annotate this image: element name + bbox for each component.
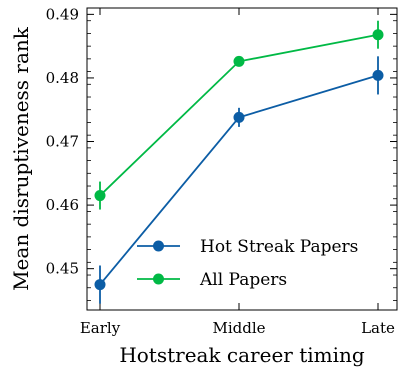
x-tick-label: Middle	[212, 319, 265, 337]
legend-label: Hot Streak Papers	[200, 237, 358, 257]
x-tick-label: Early	[80, 319, 121, 337]
series-0	[94, 56, 384, 304]
y-tick-label: 0.49	[46, 5, 79, 23]
data-point	[233, 55, 245, 67]
data-point	[372, 29, 384, 41]
y-tick-label: 0.46	[46, 196, 79, 214]
legend-marker	[153, 240, 164, 252]
legend-entry: Hot Streak Papers	[137, 237, 358, 257]
x-axis-label: Hotstreak career timing	[119, 343, 365, 367]
data-point	[233, 111, 245, 123]
axes-frame	[86, 7, 398, 311]
plot-area	[86, 7, 398, 311]
data-point	[94, 279, 106, 291]
legend-marker	[153, 273, 164, 285]
y-axis-label: Mean disruptiveness rank	[9, 26, 33, 291]
legend-label: All Papers	[199, 270, 287, 290]
data-point	[94, 190, 106, 202]
y-tick-label: 0.47	[46, 133, 79, 151]
series-layer	[94, 20, 384, 304]
legend-entry: All Papers	[137, 270, 287, 290]
axis-ticks: 0.45 0.46 0.47 0.48 0.49 Early Middle Late	[46, 5, 397, 337]
series-1	[94, 20, 384, 210]
y-tick-label: 0.45	[46, 260, 79, 278]
legend: Hot Streak Papers All Papers	[137, 237, 358, 290]
data-point	[372, 69, 384, 81]
x-tick-label: Late	[361, 319, 395, 337]
y-tick-label: 0.48	[46, 69, 79, 87]
